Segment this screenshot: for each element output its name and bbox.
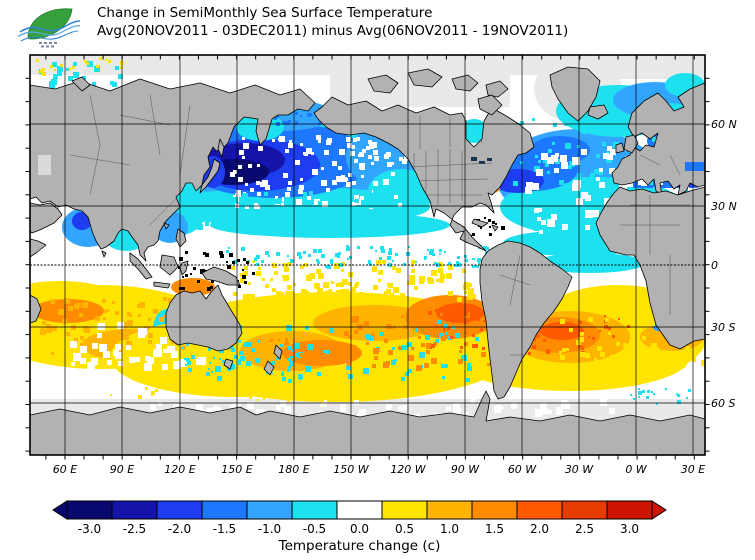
axis-ticks <box>25 55 710 460</box>
landmass-eurasia <box>30 78 316 262</box>
colorbar-segment <box>471 500 518 520</box>
colorbar-segment <box>111 500 158 520</box>
landmass-greenland <box>549 66 601 122</box>
colorbar-segment <box>291 500 338 520</box>
landmass-sri-lanka <box>101 250 107 258</box>
header-titles: Change in SemiMonthly Sea Surface Temper… <box>97 4 568 40</box>
lon-label: 150 E <box>221 463 252 476</box>
landmass-sakhalin <box>217 138 225 158</box>
lon-label: 0 W <box>625 463 647 476</box>
colorbar-tick-label: 2.5 <box>575 522 594 536</box>
landmass-new-zealand-south <box>263 360 275 376</box>
lon-label: 30 W <box>565 463 594 476</box>
landmass-arctic-island-4 <box>485 80 509 98</box>
landmass-madagascar <box>30 294 42 324</box>
colorbar-tick-label: 2.0 <box>530 522 549 536</box>
landmass-tasmania <box>223 358 234 370</box>
lon-label: 60 W <box>508 463 537 476</box>
lon-label: 30 E <box>681 463 705 476</box>
page-title: Change in SemiMonthly Sea Surface Temper… <box>97 5 433 21</box>
colorbar-tick-label: -1.5 <box>213 522 236 536</box>
landmass-arabia <box>30 202 63 234</box>
colorbar-segment <box>156 500 203 520</box>
landmass-australia <box>165 284 243 352</box>
landmass-horn-of-africa <box>30 238 47 258</box>
colorbar-tick-label: -0.5 <box>303 522 326 536</box>
landmass-south-america <box>479 240 573 400</box>
landmass-novaya-zemlya <box>71 76 91 92</box>
graticule-layer <box>30 55 705 455</box>
colorbar-tick-label: 0.0 <box>350 522 369 536</box>
landmass-new-guinea <box>201 266 241 286</box>
colorbar-tick-label: -2.0 <box>168 522 191 536</box>
lon-label: 180 E <box>278 463 309 476</box>
landmass-cuba <box>471 218 489 228</box>
landmass-antarctica <box>30 390 705 455</box>
leaf-wave-icon <box>17 8 81 48</box>
colorbar-left-arrow <box>52 500 68 520</box>
lat-label: 60 N <box>711 118 737 131</box>
landmass-ireland <box>615 142 625 154</box>
colorbar-right-arrow <box>651 500 667 520</box>
lat-label: 30 S <box>711 321 735 334</box>
map-area <box>30 55 705 455</box>
page-subtitle: Avg(20NOV2011 - 03DEC2011) minus Avg(06N… <box>97 23 569 39</box>
landmass-hispaniola <box>491 224 499 232</box>
lat-axis-labels: 60 N 30 N 0 30 S 60 S <box>711 118 737 410</box>
landmass-arctic-island-1 <box>367 74 399 94</box>
colorbar-tick-label: 0.5 <box>395 522 414 536</box>
colorbar-segment <box>336 500 383 520</box>
landmass-japan <box>199 158 221 194</box>
colorbar-tick-label: -2.5 <box>123 522 146 536</box>
colorbar <box>52 500 667 520</box>
colorbar-tick-label: 1.5 <box>485 522 504 536</box>
landmass-philippines <box>175 228 187 248</box>
landmass-europe <box>611 82 705 196</box>
landmass-baffin <box>477 94 503 116</box>
lat-label: 30 N <box>711 200 737 213</box>
colorbar-tick-label: -3.0 <box>78 522 101 536</box>
lon-label: 120 W <box>390 463 426 476</box>
landmass-britain <box>623 134 639 154</box>
colorbar-segment <box>246 500 293 520</box>
landmass-iceland <box>587 104 609 120</box>
lat-label: 0 <box>711 259 718 272</box>
colorbar-segment <box>516 500 563 520</box>
colorbar-tick-label: 3.0 <box>620 522 639 536</box>
colorbar-segment <box>561 500 608 520</box>
lon-axis-labels: 60 E 90 E 120 E 150 E 180 E 150 W 120 W 90 W 60 … <box>53 463 705 476</box>
lake-layer <box>38 155 705 175</box>
colorbar-segment <box>201 500 248 520</box>
landmass-new-zealand-north <box>273 344 283 360</box>
land-layer <box>30 66 705 455</box>
colorbar-segment <box>606 500 653 520</box>
lon-label: 150 W <box>333 463 369 476</box>
landmass-hainan <box>163 222 170 230</box>
lon-label: 90 W <box>451 463 480 476</box>
agency-logo <box>17 8 81 48</box>
colorbar-labels: -3.0 -2.5 -2.0 -1.5 -1.0 -0.5 0.0 0.5 1.0 1.5 2.0 2… <box>78 522 639 536</box>
landmass-sumatra <box>129 252 153 280</box>
colorbar-segment <box>381 500 428 520</box>
colorbar-segment <box>66 500 113 520</box>
lon-label: 90 E <box>110 463 134 476</box>
logo-caption-marks <box>39 42 57 48</box>
lon-label: 60 E <box>53 463 77 476</box>
colorbar-tick-label: -1.0 <box>258 522 281 536</box>
lat-label: 60 S <box>711 397 735 410</box>
colorbar-tick-label: 1.0 <box>440 522 459 536</box>
landmass-north-america <box>313 96 535 252</box>
map-frame <box>29 54 706 456</box>
landmass-java <box>153 281 171 289</box>
colorbar-segment <box>426 500 473 520</box>
lon-label: 120 E <box>164 463 195 476</box>
landmass-africa <box>595 186 705 350</box>
colorbar-title: Temperature change (c) <box>278 538 441 554</box>
landmass-arctic-island-2 <box>407 68 443 88</box>
